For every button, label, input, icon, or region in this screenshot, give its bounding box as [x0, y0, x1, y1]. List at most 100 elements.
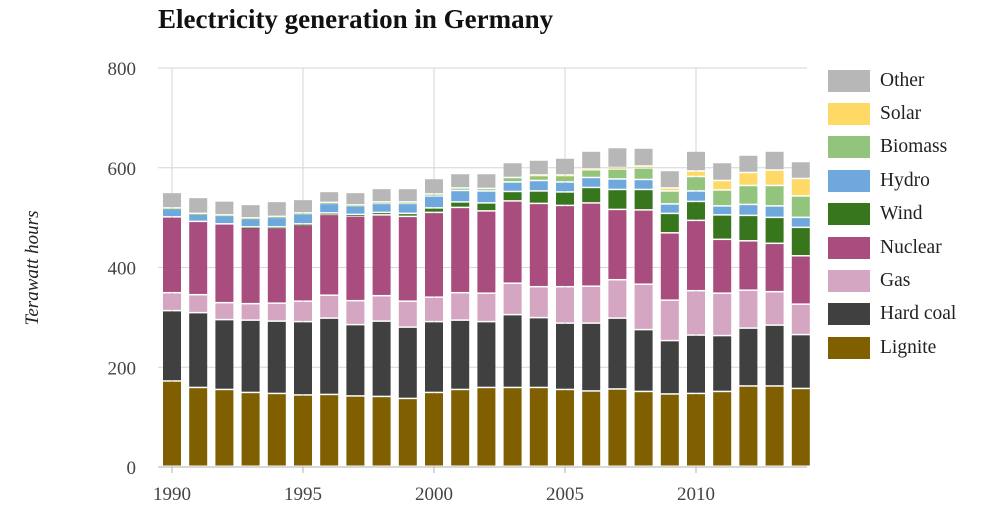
- legend-swatch: [828, 136, 870, 159]
- bar-segment-biomass: [503, 178, 522, 182]
- bar-segment-biomass: [451, 188, 470, 190]
- legend-item-hydro: Hydro: [828, 164, 956, 197]
- bar-segment-gas: [346, 301, 365, 324]
- y-tick-label: 400: [108, 259, 137, 280]
- bar-segment-hydro: [582, 178, 601, 187]
- bar-segment-wind: [556, 192, 574, 205]
- bar-segment-nuclear: [320, 215, 339, 295]
- bar-segment-biomass: [372, 202, 391, 204]
- bar-segment-hydro: [791, 218, 810, 227]
- bar-segment-lignite: [398, 399, 417, 466]
- bar-segment-other: [346, 193, 365, 205]
- bar-segment-wind: [765, 218, 784, 243]
- bar-segment-nuclear: [660, 233, 679, 300]
- x-tick-label: 1995: [284, 484, 322, 505]
- bar-segment-lignite: [713, 392, 732, 466]
- bar-segment-gas: [739, 290, 758, 328]
- bar-segment-solar: [687, 171, 705, 176]
- bar-segment-nuclear: [608, 210, 627, 279]
- axes: 0 200 400 600 800 1990 1995 2000 2005 2010: [108, 59, 716, 505]
- legend-swatch: [828, 69, 870, 92]
- bar-segment-hard-coal: [687, 335, 705, 393]
- bar-segment-solar: [739, 173, 758, 185]
- bar-segment-lignite: [215, 390, 234, 466]
- bar-segment-other: [791, 162, 810, 178]
- bar-segment-solar: [529, 175, 548, 177]
- bar-segment-lignite: [791, 389, 810, 466]
- bar-segment-hydro: [765, 206, 784, 217]
- legend-item-biomass: Biomass: [828, 131, 956, 164]
- chart-title: Electricity generation in Germany: [158, 4, 554, 34]
- bar-segment-hard-coal: [477, 322, 496, 387]
- bar-segment-lignite: [687, 394, 705, 466]
- bar-segment-hydro: [425, 196, 443, 208]
- bar-segment-gas: [372, 296, 391, 321]
- bar-segment-nuclear: [451, 208, 470, 292]
- bar-segment-hydro: [294, 214, 312, 224]
- bar-segment-hydro: [241, 219, 260, 227]
- x-tick-label: 2000: [415, 484, 453, 505]
- bar-segment-other: [320, 192, 339, 202]
- legend-swatch: [828, 336, 870, 359]
- bar-segment-other: [634, 148, 653, 166]
- bar-segment-lignite: [294, 395, 312, 466]
- bar-segment-wind: [346, 215, 365, 216]
- bar-segment-other: [372, 189, 391, 202]
- bar-segment-hydro: [346, 206, 365, 214]
- bar-segment-solar: [791, 179, 810, 196]
- legend-item-hard-coal: Hard coal: [828, 298, 956, 331]
- bar-segment-gas: [529, 287, 548, 317]
- bar-segment-biomass: [765, 186, 784, 206]
- bar-segment-hydro: [713, 206, 732, 215]
- bar-segment-hard-coal: [660, 341, 679, 394]
- legend-swatch: [828, 103, 870, 126]
- bar-segment-hard-coal: [713, 336, 732, 391]
- bar-segment-lignite: [346, 396, 365, 466]
- bar-segment-other: [163, 193, 181, 208]
- bar-segment-lignite: [372, 397, 391, 466]
- bar-segment-lignite: [660, 394, 679, 466]
- bar-segment-other: [556, 158, 574, 175]
- bar-segment-wind: [320, 213, 339, 215]
- y-tick-label: 200: [108, 358, 137, 379]
- legend-label: Wind: [880, 203, 923, 225]
- bar-segment-gas: [608, 280, 627, 318]
- bar-segment-biomass: [241, 218, 260, 220]
- bar-segment-biomass: [739, 186, 758, 204]
- bar-segment-nuclear: [425, 213, 443, 297]
- bar-segment-biomass: [267, 217, 286, 218]
- bar-segment-gas: [660, 300, 679, 340]
- bar-segment-solar: [660, 188, 679, 191]
- bar-segment-lignite: [451, 390, 470, 466]
- legend-label: Lignite: [880, 336, 937, 358]
- bar-segment-biomass: [294, 213, 312, 215]
- bar-segment-other: [529, 160, 548, 175]
- bar-segment-hard-coal: [267, 321, 286, 393]
- bar-segment-other: [477, 174, 496, 188]
- bar-segment-gas: [425, 297, 443, 321]
- bar-segment-biomass: [608, 169, 627, 179]
- bar-segment-wind: [425, 208, 443, 212]
- bar-segment-hard-coal: [425, 322, 443, 392]
- bar-segment-hard-coal: [320, 318, 339, 394]
- bar-segment-hard-coal: [294, 322, 312, 395]
- bar-segment-hydro: [477, 191, 496, 203]
- bar-segment-gas: [267, 303, 286, 321]
- bar-segment-nuclear: [267, 228, 286, 303]
- bar-segment-hard-coal: [608, 318, 627, 389]
- bar-segment-gas: [398, 301, 417, 327]
- bar-segment-hydro: [163, 209, 181, 217]
- legend-label: Hard coal: [880, 303, 957, 325]
- bar-segment-hard-coal: [372, 321, 391, 396]
- bar-segment-hard-coal: [739, 328, 758, 386]
- bar-segment-biomass: [713, 190, 732, 206]
- legend-swatch: [828, 270, 870, 293]
- bar-segment-biomass: [346, 205, 365, 207]
- bar-segment-gas: [713, 293, 732, 335]
- bar-segment-biomass: [320, 203, 339, 204]
- bar-segment-other: [267, 202, 286, 216]
- bar-segment-hydro: [320, 204, 339, 213]
- bar-segment-wind: [791, 228, 810, 256]
- bar-segment-wind: [503, 192, 522, 201]
